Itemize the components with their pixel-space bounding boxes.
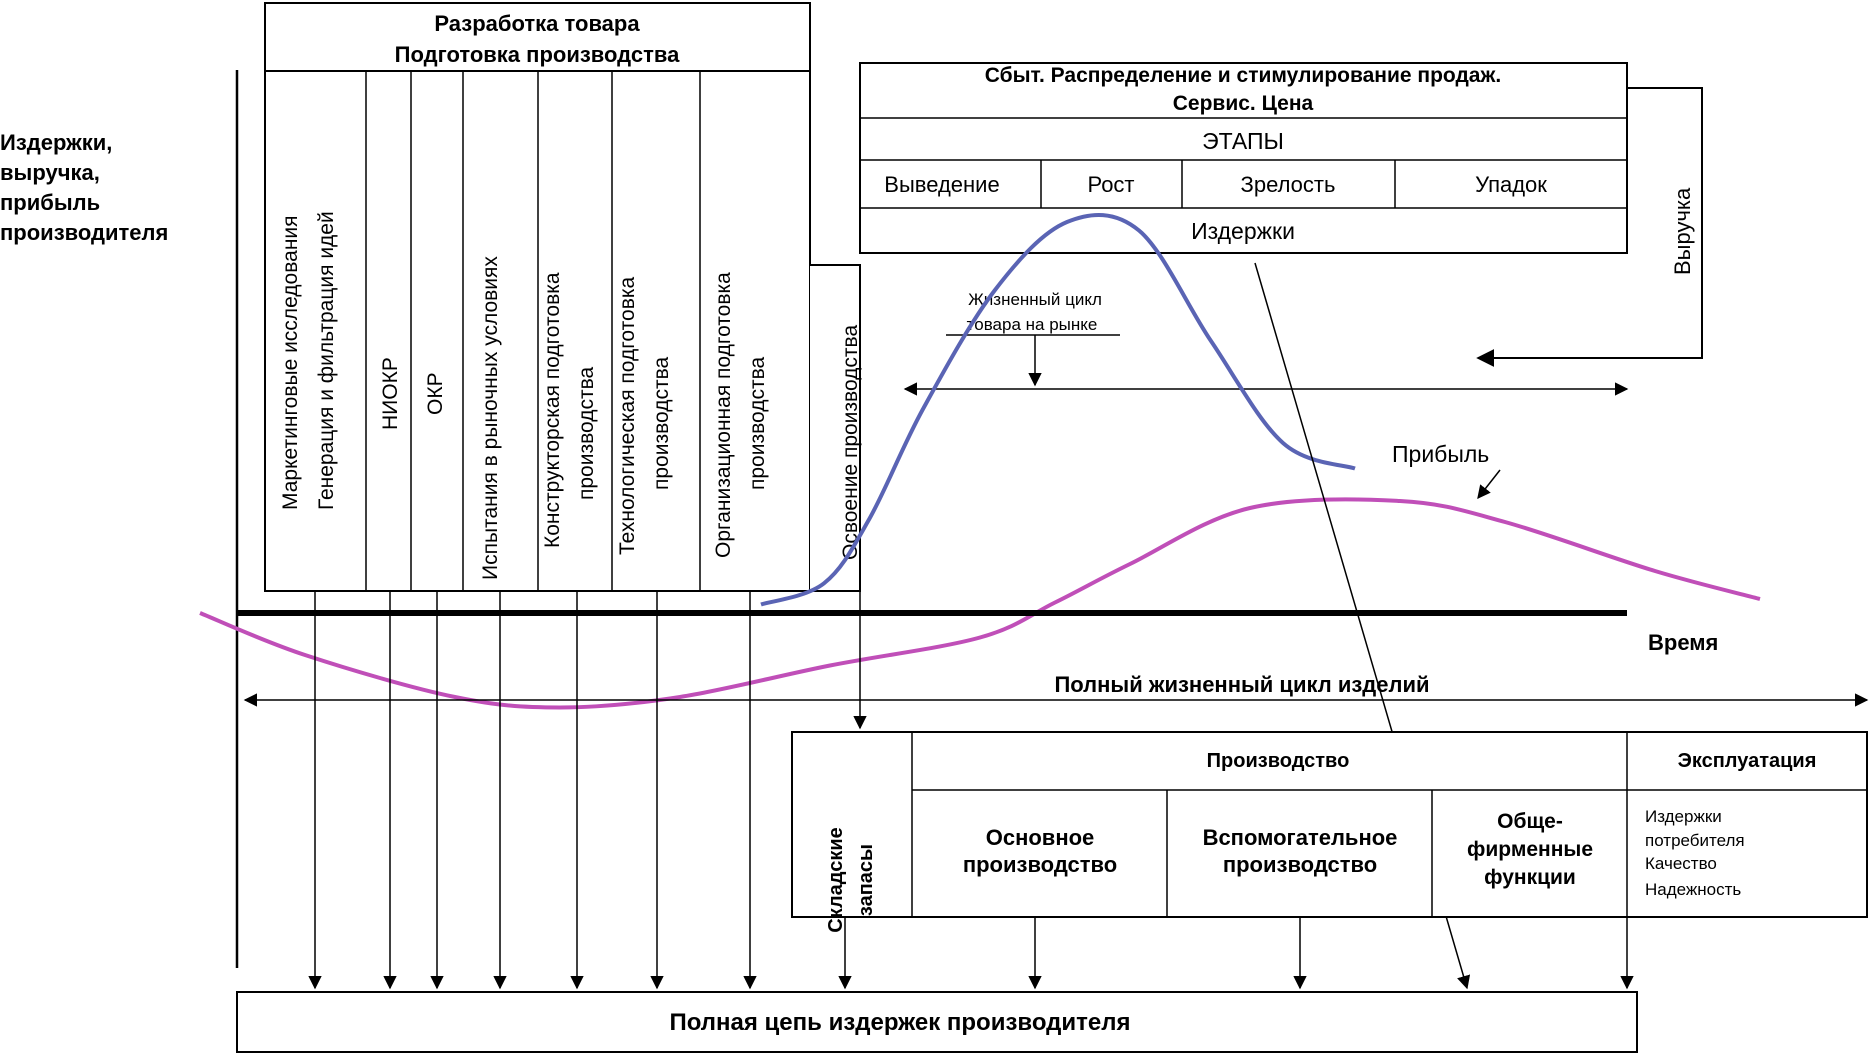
main-production-2: производство — [963, 852, 1117, 877]
footer-label: Полная цепь издержек производителя — [669, 1009, 1130, 1036]
revenue-box — [1476, 87, 1703, 367]
stage-decline: Упадок — [1475, 172, 1547, 197]
market-title-2: Сервис. Цена — [1173, 92, 1314, 115]
y-axis-label: Издержки, выручка, прибыль производителя — [0, 130, 168, 245]
aux-production-1: Вспомогательное — [1203, 825, 1398, 850]
dev-col-tech-2: производства — [650, 356, 673, 490]
operation-item-3: Качество — [1645, 854, 1717, 873]
dev-col-tech-1: Технологическая подготовка — [616, 276, 639, 555]
revenue-curve — [760, 213, 1356, 607]
svg-text:прибыль: прибыль — [0, 190, 100, 215]
market-lifecycle-label-1: Жизненный цикл — [968, 290, 1102, 309]
production-block: Складские запасы Производство Основное п… — [791, 731, 1868, 933]
aux-production-2: производство — [1223, 852, 1377, 877]
footer-box — [236, 991, 1638, 1053]
profit-label: Прибыль — [1392, 441, 1489, 467]
stock-label-1: Складские — [825, 827, 847, 933]
market-block: Сбыт. Распределение и стимулирование про… — [859, 62, 1703, 367]
dev-col-okr: ОКР — [424, 372, 447, 415]
svg-text:производителя: производителя — [0, 220, 168, 245]
stages-label: ЭТАПЫ — [1202, 128, 1284, 154]
profit-label-pointer — [1477, 469, 1501, 500]
stage-introduction: Выведение — [884, 172, 999, 197]
stock-label-2: запасы — [855, 844, 877, 916]
development-block: Разработка товара Подготовка производств… — [264, 2, 862, 592]
dev-col-design-1: Конструкторская подготовка — [541, 272, 564, 548]
svg-text:выручка,: выручка, — [0, 160, 100, 185]
general-functions-3: функции — [1484, 866, 1576, 889]
main-production-1: Основное — [986, 825, 1095, 850]
stage-growth: Рост — [1087, 172, 1134, 197]
dev-col-testing: Испытания в рыночных условиях — [479, 256, 502, 580]
market-lifecycle-label-2: товара на рынке — [967, 315, 1098, 334]
dev-col-marketing-1: Маркетинговые исследования — [279, 215, 302, 510]
dev-col-marketing-2: Генерация и фильтрация идей — [315, 211, 338, 510]
market-title-1: Сбыт. Распределение и стимулирование про… — [985, 64, 1501, 87]
dev-col-design-2: производства — [575, 366, 598, 500]
general-functions-1: Обще- — [1497, 810, 1563, 833]
time-label: Время — [1648, 630, 1718, 655]
operation-label: Эксплуатация — [1678, 750, 1817, 772]
dev-title-2: Подготовка производства — [395, 42, 680, 67]
general-functions-2: фирменные — [1467, 838, 1593, 861]
operation-item-4: Надежность — [1645, 880, 1741, 899]
production-label: Производство — [1207, 750, 1350, 772]
market-lifecycle-annotation: Жизненный цикл товара на рынке — [903, 290, 1629, 396]
revenue-label: Выручка — [1670, 187, 1695, 275]
dev-col-org-1: Организационная подготовка — [712, 272, 735, 558]
costs-label: Издержки — [1191, 218, 1295, 244]
stage-maturity: Зрелость — [1241, 172, 1336, 197]
operation-item-2: потребителя — [1645, 831, 1745, 850]
operation-item-1: Издержки — [1645, 807, 1722, 826]
dev-col-org-2: производства — [746, 356, 769, 490]
dev-col-niokr: НИОКР — [379, 357, 402, 430]
cost-arrows — [308, 591, 1634, 990]
full-lifecycle-label: Полный жизненный цикл изделий — [1054, 672, 1429, 697]
dev-title-1: Разработка товара — [434, 11, 640, 36]
svg-text:Издержки,: Издержки, — [0, 130, 112, 155]
dev-col-mastering: Освоение производства — [839, 325, 862, 560]
